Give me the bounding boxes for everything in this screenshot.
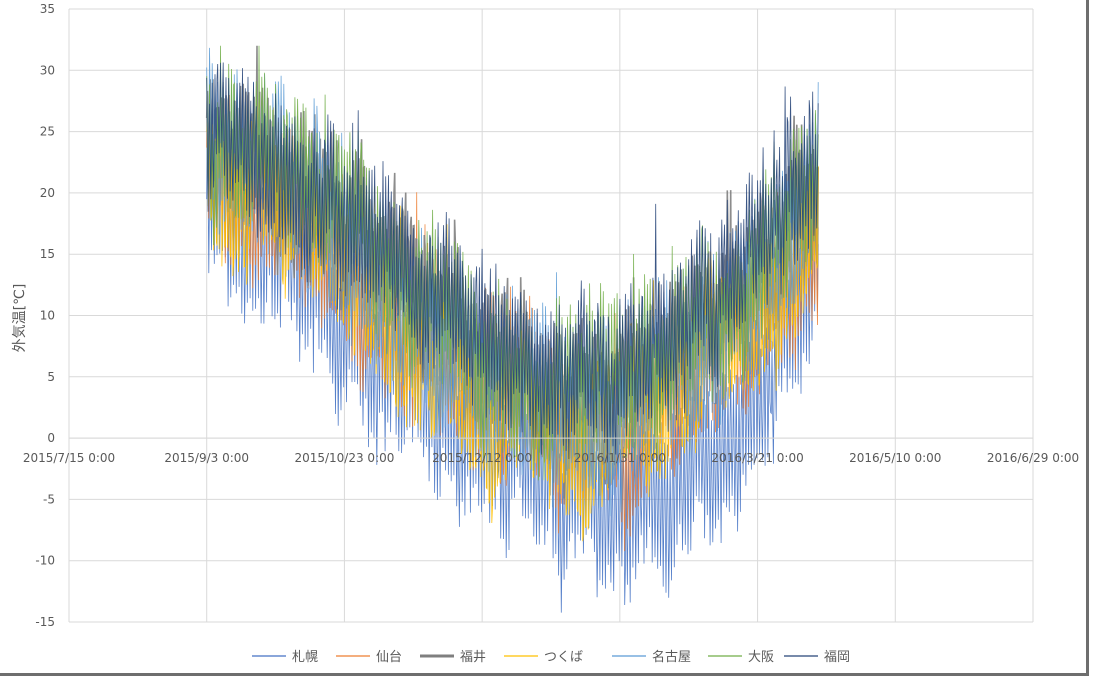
legend-label: 福岡 <box>824 650 850 665</box>
x-tick-label: 2015/7/15 0:00 <box>23 451 115 465</box>
legend-label: 札幌 <box>292 649 318 665</box>
y-axis-label: 外気温[℃] <box>12 284 28 353</box>
x-tick-label: 2016/3/21 0:00 <box>711 451 803 465</box>
x-tick-labels: 2015/7/15 0:00 2015/9/3 0:00 2015/10/23 0:… <box>23 451 1079 465</box>
x-tick-label: 2015/10/23 0:00 <box>294 451 394 465</box>
y-tick-labels: 35 30 25 20 15 10 5 0 -5 -10 -15 <box>35 2 55 629</box>
x-tick-label: 2016/6/29 0:00 <box>987 451 1079 465</box>
legend-label: 名古屋 <box>652 649 691 665</box>
y-tick-label: 25 <box>40 125 55 139</box>
y-tick-label: -10 <box>35 554 55 568</box>
x-tick-label: 2015/9/3 0:00 <box>164 451 249 465</box>
legend-label: 大阪 <box>748 650 774 665</box>
series-layer <box>205 45 819 613</box>
y-tick-label: 30 <box>40 63 55 77</box>
y-tick-label: 15 <box>40 247 55 261</box>
y-tick-label: 10 <box>40 309 55 323</box>
x-tick-label: 2016/5/10 0:00 <box>849 451 941 465</box>
y-tick-label: 0 <box>47 431 55 445</box>
series-line-6 <box>206 62 819 463</box>
y-tick-label: 20 <box>40 186 55 200</box>
y-tick-label: 5 <box>47 370 55 384</box>
y-tick-label: -15 <box>35 615 55 629</box>
legend-label: 福井 <box>460 650 486 665</box>
x-tick-label: 2015/12/12 0:00 <box>432 451 532 465</box>
legend: 札幌 仙台 福井 つくば 名古屋 大阪 福岡 <box>252 649 850 665</box>
y-tick-label: 35 <box>40 2 55 16</box>
x-tick-label: 2016/1/31 0:00 <box>574 451 666 465</box>
legend-label: つくば <box>544 650 583 665</box>
y-tick-label: -5 <box>43 492 55 506</box>
legend-label: 仙台 <box>376 650 402 665</box>
